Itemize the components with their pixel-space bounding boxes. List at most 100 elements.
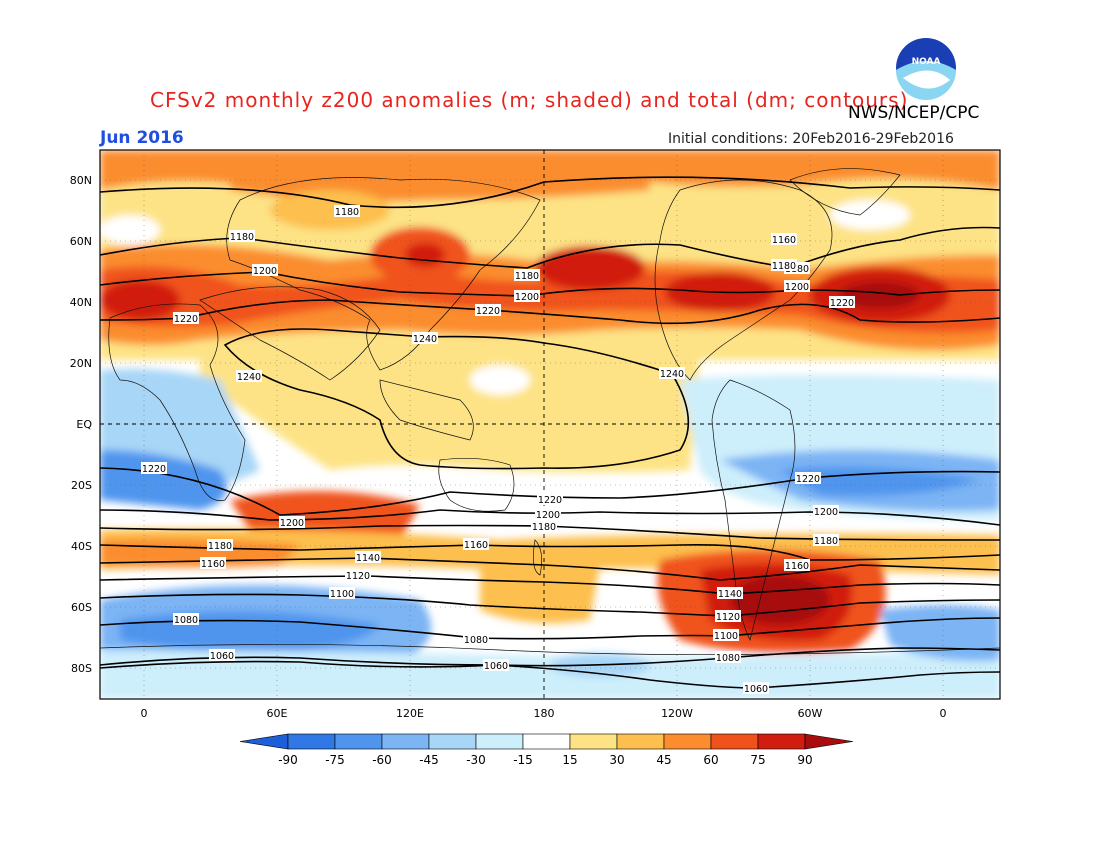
svg-text:1180: 1180 [335,207,359,218]
contour-label: 1100 [329,587,355,600]
contour-label: 1200 [813,505,839,518]
lat-label: 60S [71,601,92,614]
svg-text:1180: 1180 [532,522,556,533]
contour-label: 1200 [279,516,305,529]
anomaly-shading [100,150,1000,699]
month-label: Jun 2016 [100,128,184,148]
contour-label: 1200 [784,280,810,293]
contour-label: 1120 [715,610,741,623]
contour-label: 1100 [713,629,739,642]
svg-text:1080: 1080 [464,635,488,646]
contour-label: 1180 [813,534,839,547]
contour-labels: 1180118012001220124012401180120012201240… [141,205,855,695]
contour-label: 1180 [334,205,360,218]
svg-text:1180: 1180 [208,541,232,552]
initial-conditions-label: Initial conditions: 20Feb2016-29Feb2016 [668,131,954,147]
contour-label: 1220 [173,312,199,325]
colorbar-swatch [428,733,477,750]
colorbar-tick-label: 30 [609,753,624,767]
svg-text:1220: 1220 [830,298,854,309]
lat-label: 40S [71,540,92,553]
colorbar-tick-label: 15 [562,753,577,767]
chart-title: CFSv2 monthly z200 anomalies (m; shaded)… [150,88,909,112]
contour-label: 1180 [514,269,540,282]
lat-label: 20S [71,479,92,492]
contour-label: 1180 [771,259,797,272]
contour-label: 1080 [715,651,741,664]
contour-label: 1120 [345,569,371,582]
svg-text:1200: 1200 [253,266,277,277]
colorbar: -90 -75 -60 -45 -30 -15 15 30 45 60 75 90 [239,733,854,767]
svg-text:1100: 1100 [330,589,354,600]
colorbar-swatch [522,733,571,750]
svg-text:1060: 1060 [210,651,234,662]
contour-label: 1060 [743,682,769,695]
contour-label: 1220 [475,304,501,317]
svg-text:1120: 1120 [716,612,740,623]
svg-text:1200: 1200 [515,292,539,303]
svg-text:1180: 1180 [814,536,838,547]
agency-label: NWS/NCEP/CPC [848,103,980,123]
lat-label: 20N [70,357,92,370]
svg-text:1200: 1200 [280,518,304,529]
contour-label: 1220 [141,462,167,475]
svg-text:1140: 1140 [718,589,742,600]
lat-label: 80S [71,662,92,675]
contour-label: 1160 [200,557,226,570]
contour-label: 1220 [795,472,821,485]
lat-label: 60N [70,235,92,248]
svg-text:1180: 1180 [515,271,539,282]
svg-text:1220: 1220 [142,464,166,475]
contour-label: 1240 [659,367,685,380]
colorbar-tick-label: 90 [797,753,812,767]
svg-text:1200: 1200 [536,510,560,521]
colorbar-swatch [569,733,618,750]
contour-label: 1180 [229,230,255,243]
colorbar-max-arrow [804,733,854,750]
colorbar-swatch [757,733,806,750]
svg-text:1140: 1140 [356,553,380,564]
colorbar-tick-label: -90 [278,753,298,767]
colorbar-swatch [616,733,665,750]
svg-text:1180: 1180 [772,261,796,272]
contour-label: 1160 [771,233,797,246]
svg-text:1220: 1220 [476,306,500,317]
contour-label: 1080 [463,633,489,646]
lat-label: EQ [76,418,92,431]
contour-label: 1140 [717,587,743,600]
svg-text:1100: 1100 [714,631,738,642]
colorbar-swatch [334,733,383,750]
contour-label: 1060 [209,649,235,662]
colorbar-swatch [663,733,712,750]
colorbar-tick-label: -75 [325,753,345,767]
lat-label: 40N [70,296,92,309]
lat-label: 80N [70,174,92,187]
svg-text:1200: 1200 [785,282,809,293]
svg-text:1060: 1060 [484,661,508,672]
colorbar-swatch [381,733,430,750]
contour-label: 1200 [535,508,561,521]
colorbar-tick-label: -15 [513,753,533,767]
svg-text:1240: 1240 [237,372,261,383]
svg-text:1080: 1080 [174,615,198,626]
colorbar-min-arrow [239,733,289,750]
colorbar-tick-label: -30 [466,753,486,767]
colorbar-swatch [287,733,336,750]
contour-label: 1160 [784,559,810,572]
contour-label: 1240 [412,332,438,345]
lon-label: 120W [661,707,693,720]
svg-text:1160: 1160 [464,540,488,551]
colorbar-swatch [710,733,759,750]
svg-text:1200: 1200 [814,507,838,518]
contour-label: 1240 [236,370,262,383]
contour-label: 1220 [829,296,855,309]
map-frame [99,149,1001,700]
lon-label: 0 [141,707,148,720]
coastlines [100,168,1000,655]
svg-text:1060: 1060 [744,684,768,695]
colorbar-tick-label: -45 [419,753,439,767]
lon-label: 60W [798,707,823,720]
lon-label: 180 [534,707,555,720]
svg-text:1220: 1220 [174,314,198,325]
